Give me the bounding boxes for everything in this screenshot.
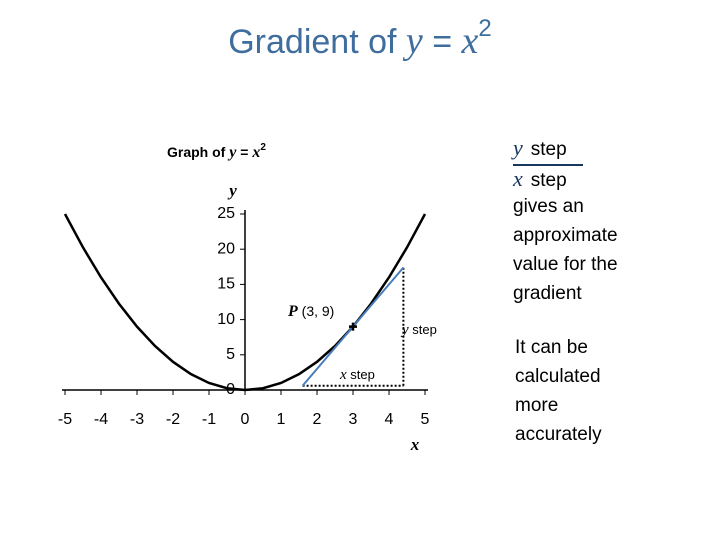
point-label-part: (3, 9)	[298, 303, 335, 319]
y-tick-label: 5	[226, 346, 235, 363]
slide-title: Gradient of y = x2	[228, 15, 492, 61]
x-tick-label: -3	[130, 411, 144, 428]
slide-title-part: =	[423, 23, 462, 61]
note-line: more	[515, 395, 558, 416]
explanation-line: gives an	[513, 196, 584, 217]
explanation-line: gradient	[513, 283, 582, 304]
chart-title-part: =	[236, 144, 252, 160]
x-tick-label: 4	[385, 411, 394, 428]
y-tick-label: 15	[217, 276, 235, 293]
slide-title-part: y	[402, 20, 423, 62]
explanation-line: approximate	[513, 225, 618, 246]
slide-title-part: 2	[478, 15, 491, 42]
note-line: calculated	[515, 366, 601, 387]
y-tick-label: 10	[217, 311, 235, 328]
chart-title-part: x	[251, 144, 260, 161]
chart-title: Graph of y = x2	[167, 142, 266, 161]
x-step-label-part: x	[339, 367, 347, 383]
chart-title-part: Graph of	[167, 144, 229, 160]
slide-title-part: x	[461, 20, 479, 62]
fraction-numerator-var: y	[511, 135, 523, 160]
x-tick-label: 5	[421, 411, 430, 428]
point-marker	[349, 322, 357, 331]
explanation-line: value for the	[513, 254, 618, 275]
y-step-label-part: y	[400, 322, 409, 338]
slide-title-part: Gradient of	[228, 23, 406, 61]
fraction-denominator-var: x	[512, 166, 523, 191]
fraction-numerator-word: step	[531, 139, 567, 160]
x-tick-label: -2	[166, 411, 180, 428]
x-tick-label: 1	[277, 411, 286, 428]
y-tick-label: 25	[217, 205, 235, 222]
point-label: P (3, 9)	[287, 303, 334, 320]
fraction-denominator: x step	[512, 166, 567, 191]
note-line: It can be	[515, 337, 588, 358]
y-axis-label: y	[227, 181, 237, 200]
y-step-label: y step	[400, 322, 437, 338]
x-tick-label: -1	[202, 411, 216, 428]
note-line: accurately	[515, 424, 602, 445]
x-tick-label: -5	[58, 411, 72, 428]
y-step-label-part: step	[409, 322, 437, 337]
point-label-part: P	[287, 303, 298, 320]
x-tick-label: 2	[313, 411, 322, 428]
fraction-numerator: y step	[511, 135, 567, 160]
y-tick-label: 20	[217, 240, 235, 257]
x-tick-label: -4	[94, 411, 108, 428]
x-tick-label: 3	[349, 411, 358, 428]
x-tick-label: 0	[241, 411, 250, 428]
chart-title-part: 2	[260, 142, 266, 153]
x-step-label: x step	[339, 367, 375, 383]
fraction-denominator-word: step	[531, 170, 567, 191]
x-step-label-part: step	[347, 367, 375, 382]
chart-title-part: y	[227, 144, 237, 161]
x-axis-label: x	[410, 435, 420, 454]
